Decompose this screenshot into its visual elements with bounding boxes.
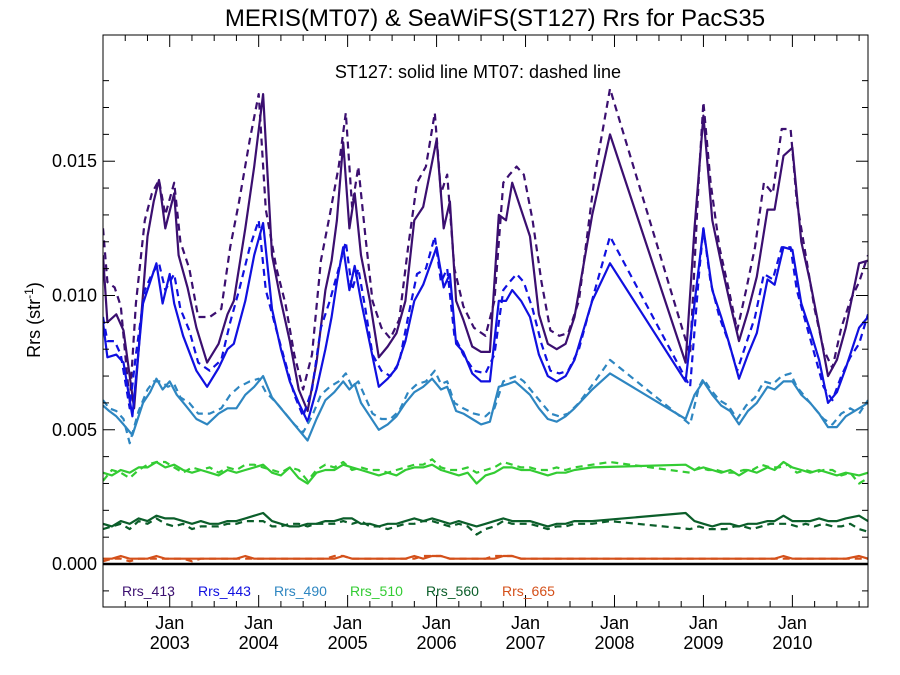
series-line-rrs-490-dashed <box>103 358 868 445</box>
y-axis-label: Rrs (str-1) <box>22 282 44 358</box>
series-group <box>103 87 868 563</box>
x-tick-label-year: 2008 <box>594 633 634 653</box>
y-axis-label-tail: ) <box>24 282 44 288</box>
x-tick-label-month: Jan <box>333 613 362 633</box>
legend-item-rrs-560: Rrs_560 <box>426 583 479 599</box>
chart-title: MERIS(MT07) & SeaWiFS(ST127) Rrs for Pac… <box>225 5 765 32</box>
x-tick-label-year: 2007 <box>506 633 546 653</box>
legend: Rrs_413 Rrs_443 Rrs_490 Rrs_510 Rrs_560 Rrs_6… <box>122 583 555 599</box>
x-tick-label-year: 2006 <box>417 633 457 653</box>
x-tick-label-year: 2004 <box>239 633 279 653</box>
x-tick-label-month: Jan <box>600 613 629 633</box>
y-axis-label-base: Rrs (str <box>24 299 44 358</box>
x-tick-label-year: 2010 <box>772 633 812 653</box>
x-tick-label-month: Jan <box>511 613 540 633</box>
x-tick-label-year: 2003 <box>150 633 190 653</box>
y-axis-label-superscript: -1 <box>22 288 36 299</box>
series-line-rrs-510-dashed <box>103 458 868 485</box>
legend-item-rrs-413: Rrs_413 <box>122 583 175 599</box>
series-line-rrs-510-solid <box>103 460 868 485</box>
x-tick-label-month: Jan <box>778 613 807 633</box>
series-line-rrs-490-solid <box>103 372 868 442</box>
axes: 0.0000.0050.0100.015Jan2003Jan2004Jan200… <box>52 34 869 653</box>
series-line-rrs-413-dashed <box>103 87 868 404</box>
x-tick-label-year: 2005 <box>328 633 368 653</box>
x-tick-label-year: 2009 <box>683 633 723 653</box>
legend-item-rrs-443: Rrs_443 <box>198 583 251 599</box>
y-tick-label: 0.015 <box>52 151 97 171</box>
series-line-rrs-560-solid <box>103 511 868 528</box>
y-tick-label: 0.000 <box>52 554 97 574</box>
x-tick-label-month: Jan <box>422 613 451 633</box>
x-tick-label-month: Jan <box>155 613 184 633</box>
series-line-rrs-443-solid <box>103 221 868 423</box>
x-tick-label-month: Jan <box>689 613 718 633</box>
legend-item-rrs-510: Rrs_510 <box>350 583 403 599</box>
series-line-rrs-665-dashed <box>103 554 868 563</box>
legend-item-rrs-665: Rrs_665 <box>502 583 555 599</box>
plot-frame <box>102 34 869 608</box>
series-line-rrs-560-dashed <box>103 517 868 536</box>
legend-item-rrs-490: Rrs_490 <box>274 583 327 599</box>
x-tick-label-month: Jan <box>244 613 273 633</box>
y-tick-label: 0.010 <box>52 285 97 305</box>
line-style-annotation: ST127: solid line MT07: dashed line <box>335 62 621 82</box>
series-line-rrs-443-dashed <box>103 219 868 418</box>
plot-area <box>103 87 868 566</box>
y-tick-label: 0.005 <box>52 420 97 440</box>
